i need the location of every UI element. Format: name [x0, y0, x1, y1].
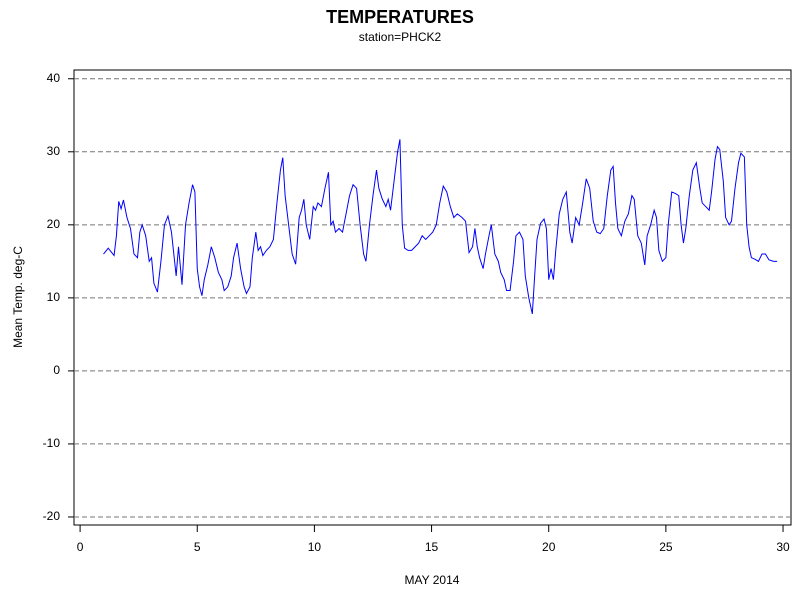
x-tick-label: 20	[542, 540, 556, 554]
y-tick-label: 10	[47, 290, 61, 304]
y-tick-label: 30	[47, 144, 61, 158]
y-tick-label: -10	[43, 436, 61, 450]
y-tick-label: 20	[47, 217, 61, 231]
x-tick-label: 0	[77, 540, 84, 554]
chart-title: TEMPERATURES	[326, 7, 474, 27]
y-tick-label: 40	[47, 71, 61, 85]
x-tick-label: 25	[659, 540, 673, 554]
y-axis-label: Mean Temp. deg-C	[11, 246, 25, 348]
y-tick-label: 0	[53, 363, 60, 377]
x-tick-label: 5	[194, 540, 201, 554]
data-line	[103, 139, 778, 315]
x-tick-label: 30	[776, 540, 790, 554]
x-tick-label: 10	[308, 540, 322, 554]
x-axis-label: MAY 2014	[405, 573, 460, 587]
chart-subtitle: station=PHCK2	[359, 30, 442, 44]
y-tick-label: -20	[43, 509, 61, 523]
x-tick-label: 15	[425, 540, 439, 554]
